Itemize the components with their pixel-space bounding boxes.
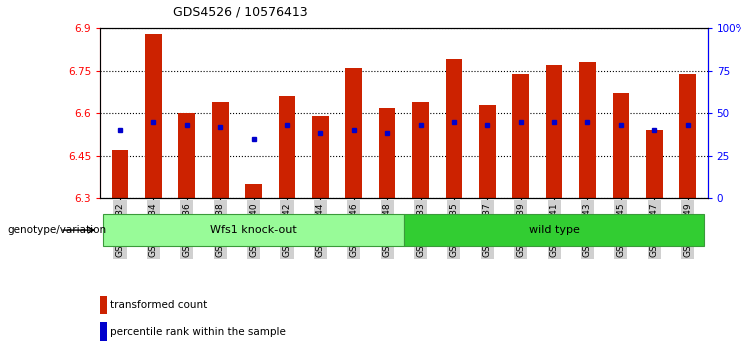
Bar	[112, 150, 128, 198]
Bar	[312, 116, 329, 198]
Bar	[646, 130, 662, 198]
Bar	[545, 65, 562, 198]
Bar	[104, 214, 404, 246]
Bar	[445, 59, 462, 198]
Text: genotype/variation: genotype/variation	[7, 225, 107, 235]
Bar	[345, 68, 362, 198]
Bar	[245, 184, 262, 198]
Bar	[404, 214, 704, 246]
Bar	[613, 93, 629, 198]
Text: transformed count: transformed count	[110, 300, 207, 310]
Text: wild type: wild type	[528, 225, 579, 235]
Bar	[212, 102, 228, 198]
Bar	[379, 108, 396, 198]
Bar	[100, 322, 107, 341]
Text: Wfs1 knock-out: Wfs1 knock-out	[210, 225, 297, 235]
Bar	[179, 113, 195, 198]
Bar	[579, 62, 596, 198]
Bar	[412, 102, 429, 198]
Bar	[145, 34, 162, 198]
Bar	[279, 96, 296, 198]
Bar	[100, 296, 107, 314]
Bar	[512, 74, 529, 198]
Bar	[679, 74, 696, 198]
Text: GDS4526 / 10576413: GDS4526 / 10576413	[173, 5, 308, 18]
Bar	[479, 105, 496, 198]
Text: percentile rank within the sample: percentile rank within the sample	[110, 327, 286, 337]
